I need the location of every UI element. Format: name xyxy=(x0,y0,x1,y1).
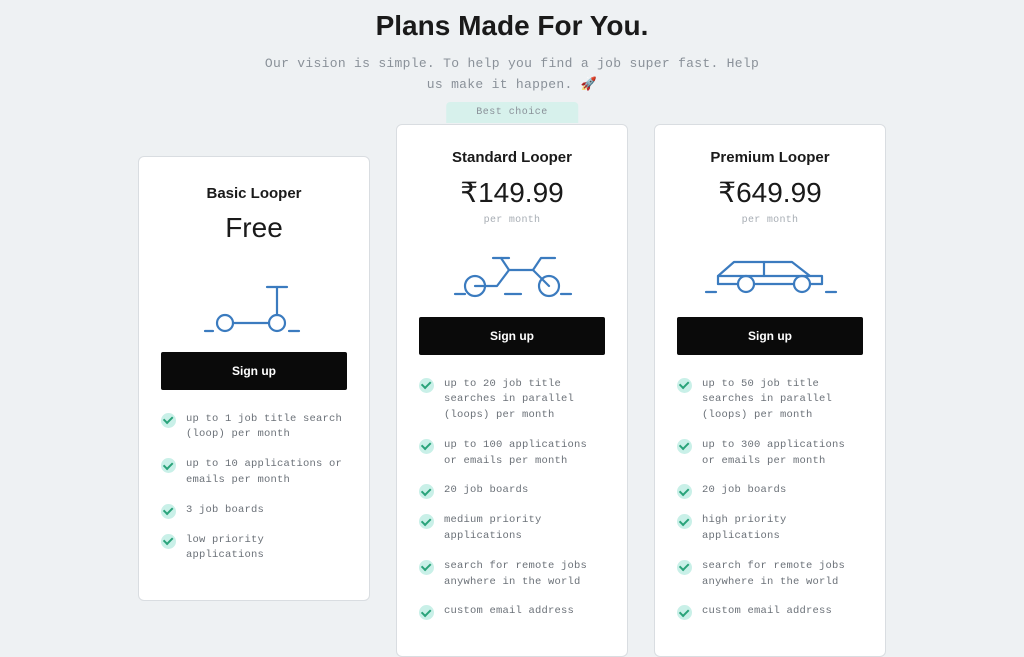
car-icon xyxy=(677,241,863,303)
feature-item: high priority applications xyxy=(677,513,863,545)
plan-card-basic: Basic Looper Free Sign up xyxy=(138,156,370,602)
check-icon xyxy=(677,439,692,454)
feature-item: up to 20 job title searches in parallel … xyxy=(419,377,605,424)
feature-item: search for remote jobs anywhere in the w… xyxy=(677,559,863,591)
feature-item: up to 300 applications or emails per mon… xyxy=(677,438,863,470)
plan-price: ₹149.99 xyxy=(419,176,605,209)
check-icon xyxy=(161,458,176,473)
plan-period: per month xyxy=(419,215,605,227)
feature-item: search for remote jobs anywhere in the w… xyxy=(419,559,605,591)
page-title: Plans Made For You. xyxy=(0,10,1024,42)
feature-item: medium priority applications xyxy=(419,513,605,545)
signup-button-standard[interactable]: Sign up xyxy=(419,317,605,355)
feature-item: 20 job boards xyxy=(419,483,605,499)
plan-card-basic-wrap: Basic Looper Free Sign up xyxy=(138,124,370,602)
feature-item: 20 job boards xyxy=(677,483,863,499)
feature-item: custom email address xyxy=(677,604,863,620)
plan-card-premium-wrap: Premium Looper ₹649.99 per month xyxy=(654,124,886,657)
feature-list: up to 1 job title search (loop) per mont… xyxy=(161,412,347,565)
check-icon xyxy=(161,534,176,549)
check-icon xyxy=(677,560,692,575)
feature-item: up to 1 job title search (loop) per mont… xyxy=(161,412,347,444)
plan-card-standard-wrap: Best choice Standard Looper ₹149.99 per … xyxy=(396,124,628,657)
check-icon xyxy=(677,378,692,393)
check-icon xyxy=(419,439,434,454)
check-icon xyxy=(419,514,434,529)
plan-card-standard: Standard Looper ₹149.99 per month xyxy=(396,124,628,657)
feature-list: up to 20 job title searches in parallel … xyxy=(419,377,605,621)
scooter-icon xyxy=(161,276,347,338)
feature-list: up to 50 job title searches in parallel … xyxy=(677,377,863,621)
pricing-page: Plans Made For You. Our vision is simple… xyxy=(0,0,1024,657)
feature-item: custom email address xyxy=(419,604,605,620)
check-icon xyxy=(419,605,434,620)
feature-item: low priority applications xyxy=(161,533,347,565)
plan-period xyxy=(161,250,347,262)
check-icon xyxy=(419,378,434,393)
check-icon xyxy=(419,484,434,499)
feature-item: up to 50 job title searches in parallel … xyxy=(677,377,863,424)
plan-price: ₹649.99 xyxy=(677,176,863,209)
signup-button-basic[interactable]: Sign up xyxy=(161,352,347,390)
check-icon xyxy=(677,514,692,529)
signup-button-premium[interactable]: Sign up xyxy=(677,317,863,355)
plan-name: Premium Looper xyxy=(677,149,863,166)
feature-item: 3 job boards xyxy=(161,503,347,519)
check-icon xyxy=(677,605,692,620)
plan-card-premium: Premium Looper ₹649.99 per month xyxy=(654,124,886,657)
motorcycle-icon xyxy=(419,241,605,303)
check-icon xyxy=(677,484,692,499)
check-icon xyxy=(161,413,176,428)
check-icon xyxy=(419,560,434,575)
best-choice-badge: Best choice xyxy=(446,102,578,123)
plan-name: Standard Looper xyxy=(419,149,605,166)
feature-item: up to 100 applications or emails per mon… xyxy=(419,438,605,470)
check-icon xyxy=(161,504,176,519)
page-subtitle: Our vision is simple. To help you find a… xyxy=(0,54,1024,96)
plan-name: Basic Looper xyxy=(161,185,347,202)
feature-item: up to 10 applications or emails per mont… xyxy=(161,457,347,489)
pricing-cards-row: Basic Looper Free Sign up xyxy=(0,124,1024,657)
plan-period: per month xyxy=(677,215,863,227)
plan-price: Free xyxy=(161,212,347,244)
